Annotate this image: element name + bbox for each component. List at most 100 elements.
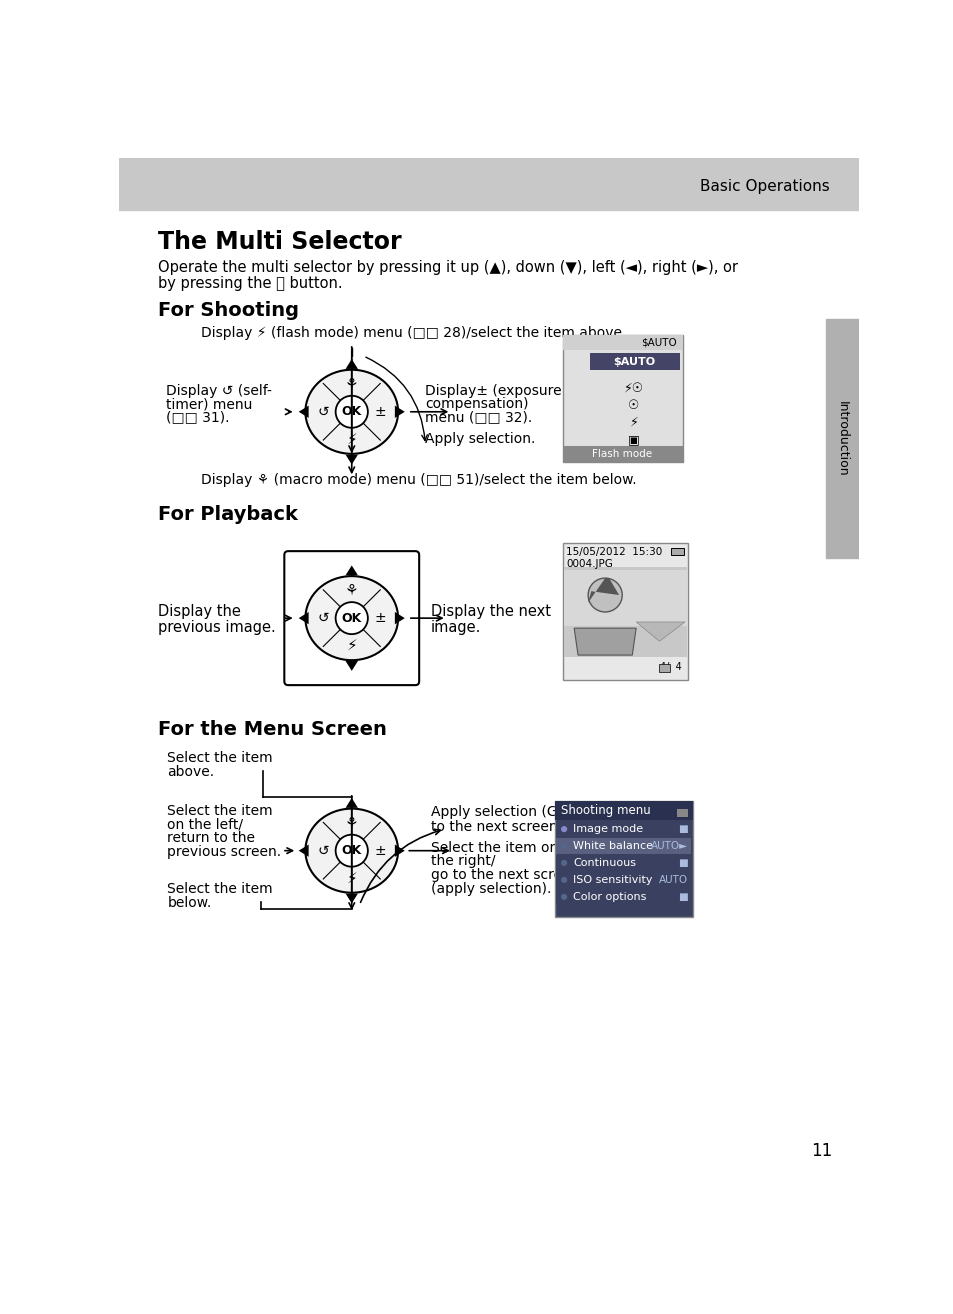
Text: Select the item: Select the item (167, 882, 273, 896)
Polygon shape (345, 894, 357, 904)
Bar (119, 158, 858, 210)
Text: the right/: the right/ (431, 854, 495, 869)
Bar (670, 548, 683, 555)
Text: by pressing the Ⓞ button.: by pressing the Ⓞ button. (158, 276, 342, 292)
Text: ⚡☉: ⚡☉ (623, 382, 643, 396)
Text: Image mode: Image mode (573, 824, 643, 834)
Circle shape (560, 844, 567, 849)
Text: image.: image. (431, 620, 480, 635)
Polygon shape (345, 455, 357, 464)
Bar (556, 855, 691, 871)
Text: ±: ± (374, 405, 385, 419)
Ellipse shape (305, 369, 397, 453)
Text: below.: below. (167, 896, 212, 911)
Text: OK: OK (341, 844, 361, 857)
Text: compensation): compensation) (425, 397, 528, 411)
Circle shape (560, 894, 567, 900)
Text: ⚡: ⚡ (346, 637, 356, 653)
Bar (677, 809, 687, 817)
Text: OK: OK (341, 405, 361, 418)
Text: 11: 11 (810, 1142, 831, 1160)
Text: ISO sensitivity: ISO sensitivity (573, 875, 652, 884)
Text: menu (□□ 32).: menu (□□ 32). (425, 410, 532, 424)
Text: Display the: Display the (158, 604, 240, 619)
Text: ↺: ↺ (317, 611, 329, 625)
Text: previous image.: previous image. (158, 620, 275, 635)
Bar (562, 335, 682, 461)
Text: above.: above. (167, 765, 214, 779)
Circle shape (587, 578, 621, 612)
Polygon shape (345, 661, 357, 671)
Bar (563, 568, 686, 657)
Circle shape (560, 876, 567, 883)
Text: ⚘: ⚘ (345, 816, 358, 830)
Text: For the Menu Screen: For the Menu Screen (158, 720, 387, 738)
Polygon shape (345, 565, 357, 576)
Text: AUTO: AUTO (659, 875, 687, 884)
Polygon shape (298, 612, 309, 624)
Bar (658, 664, 669, 671)
Ellipse shape (305, 808, 397, 892)
Text: Operate the multi selector by pressing it up (▲), down (▼), left (◄), right (►),: Operate the multi selector by pressing i… (158, 260, 738, 275)
Text: Display ⚡ (flash mode) menu (□□ 28)/select the item above.: Display ⚡ (flash mode) menu (□□ 28)/sele… (200, 326, 625, 340)
Polygon shape (587, 578, 618, 603)
Text: ↺: ↺ (317, 844, 329, 858)
Polygon shape (298, 406, 309, 418)
Text: (□□ 31).: (□□ 31). (166, 410, 229, 424)
Bar (589, 353, 679, 371)
Text: go to the next screen: go to the next screen (431, 869, 578, 882)
Text: Select the item: Select the item (167, 752, 273, 765)
Circle shape (560, 859, 567, 866)
Text: Shooting menu: Shooting menu (560, 804, 650, 817)
Text: 4/  4: 4/ 4 (659, 662, 681, 673)
Text: ■: ■ (678, 892, 687, 901)
Text: ⚘: ⚘ (345, 583, 358, 598)
Text: return to the: return to the (167, 832, 255, 845)
Text: $AUTO: $AUTO (640, 338, 676, 347)
Bar (555, 802, 692, 820)
Text: ⚡: ⚡ (346, 431, 356, 447)
Circle shape (335, 396, 368, 428)
Text: Apply selection.: Apply selection. (425, 432, 536, 445)
Text: Continuous: Continuous (573, 858, 636, 869)
Bar (555, 802, 692, 917)
Text: The Multi Selector: The Multi Selector (158, 230, 401, 255)
Text: AUTO►: AUTO► (650, 841, 687, 851)
Text: ⚡: ⚡ (346, 870, 356, 886)
Text: Color options: Color options (573, 892, 646, 901)
Text: 15/05/2012  15:30: 15/05/2012 15:30 (566, 547, 662, 557)
Text: Introduction: Introduction (835, 401, 848, 477)
Polygon shape (345, 798, 357, 808)
Text: 0004.JPG: 0004.JPG (566, 560, 613, 569)
Polygon shape (395, 406, 404, 418)
Text: ▣: ▣ (627, 434, 639, 445)
Polygon shape (395, 845, 404, 857)
Text: Display the next: Display the next (431, 604, 550, 619)
Polygon shape (298, 845, 309, 857)
Text: ±: ± (374, 844, 385, 858)
Text: ⚡: ⚡ (629, 417, 638, 430)
Text: Flash mode: Flash mode (592, 449, 652, 459)
Text: ↺: ↺ (317, 405, 329, 419)
Text: For Playback: For Playback (158, 506, 297, 524)
Text: to the next screen).: to the next screen). (431, 819, 567, 833)
Text: Select the item on: Select the item on (431, 841, 558, 854)
Text: OK: OK (341, 611, 361, 624)
Ellipse shape (305, 576, 397, 660)
Text: ±: ± (374, 611, 385, 625)
Bar (825, 319, 858, 558)
Polygon shape (574, 628, 636, 656)
Text: Display ⚘ (macro mode) menu (□□ 51)/select the item below.: Display ⚘ (macro mode) menu (□□ 51)/sele… (200, 473, 636, 486)
Bar (556, 890, 691, 904)
Circle shape (335, 602, 368, 635)
Text: (apply selection).: (apply selection). (431, 882, 551, 896)
Bar (562, 447, 682, 461)
Text: timer) menu: timer) menu (166, 397, 252, 411)
Text: on the left/: on the left/ (167, 817, 243, 832)
Text: Select the item: Select the item (167, 804, 273, 817)
Text: For Shooting: For Shooting (158, 301, 298, 319)
Circle shape (560, 827, 567, 832)
Text: Basic Operations: Basic Operations (700, 180, 829, 194)
Text: Display± (exposure: Display± (exposure (425, 384, 561, 398)
Bar (556, 838, 691, 854)
